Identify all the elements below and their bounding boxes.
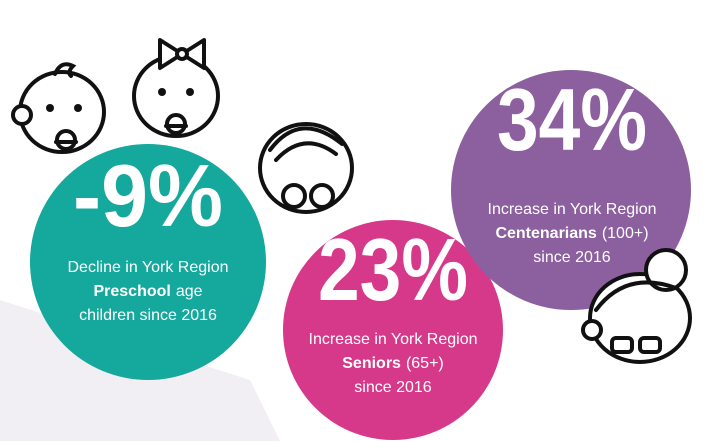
stat-description: Increase in York Region — [309, 331, 478, 348]
description-text: (100+) — [602, 225, 649, 242]
infographic: -9% Decline in York Region Preschool age chi… — [0, 0, 712, 441]
stat-description: Seniors (65+) — [342, 355, 443, 372]
stat-description: children since 2016 — [79, 307, 217, 324]
stat-description: Decline in York Region — [68, 259, 229, 276]
description-text: since 2016 — [354, 379, 431, 396]
description-text: Decline in York Region — [68, 259, 229, 276]
girl-face — [134, 40, 218, 136]
stat-description: since 2016 — [533, 249, 610, 266]
old-man-face — [260, 124, 352, 212]
emphasis: Preschool — [93, 283, 170, 300]
stat-value: -9% — [73, 146, 223, 245]
stat-description: Increase in York Region — [488, 201, 657, 218]
emphasis: Centenarians — [495, 225, 596, 242]
stat-description: since 2016 — [354, 379, 431, 396]
baby-face — [13, 64, 104, 152]
description-text: children since 2016 — [79, 307, 217, 324]
description-text: age — [176, 283, 203, 300]
stat-description: Centenarians (100+) — [495, 225, 648, 242]
description-text: since 2016 — [533, 249, 610, 266]
emphasis: Seniors — [342, 355, 401, 372]
description-text: (65+) — [406, 355, 444, 372]
description-text: Increase in York Region — [488, 201, 657, 218]
stat-value: 34% — [497, 70, 647, 169]
description-text: Increase in York Region — [309, 331, 478, 348]
stat-description: Preschool age — [93, 283, 202, 300]
stat-value: 23% — [318, 220, 468, 319]
